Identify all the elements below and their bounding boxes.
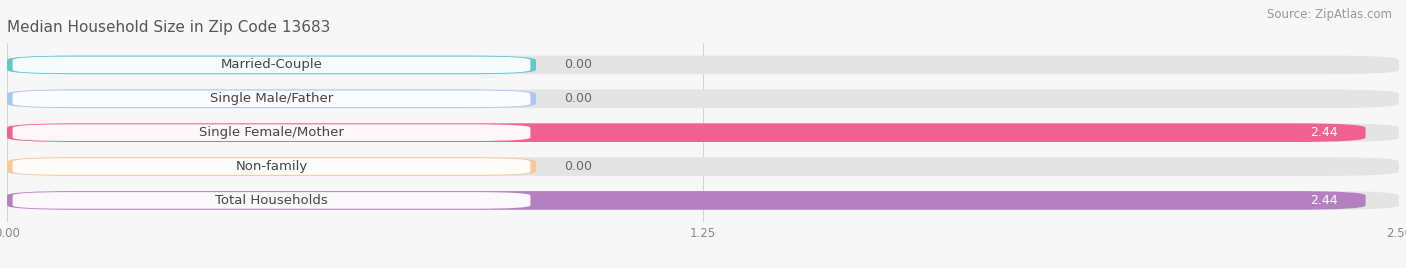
FancyBboxPatch shape (7, 191, 1399, 210)
FancyBboxPatch shape (7, 90, 1399, 108)
Text: Non-family: Non-family (235, 160, 308, 173)
FancyBboxPatch shape (7, 191, 1365, 210)
FancyBboxPatch shape (7, 123, 1399, 142)
FancyBboxPatch shape (7, 157, 536, 176)
FancyBboxPatch shape (13, 91, 530, 107)
FancyBboxPatch shape (7, 90, 536, 108)
Text: Married-Couple: Married-Couple (221, 58, 322, 71)
FancyBboxPatch shape (13, 124, 530, 141)
FancyBboxPatch shape (7, 123, 1365, 142)
Text: Single Female/Mother: Single Female/Mother (200, 126, 344, 139)
Text: Median Household Size in Zip Code 13683: Median Household Size in Zip Code 13683 (7, 20, 330, 35)
FancyBboxPatch shape (7, 157, 1399, 176)
Text: 0.00: 0.00 (564, 58, 592, 71)
Text: Source: ZipAtlas.com: Source: ZipAtlas.com (1267, 8, 1392, 21)
Text: 2.44: 2.44 (1310, 194, 1337, 207)
FancyBboxPatch shape (13, 192, 530, 209)
Text: Total Households: Total Households (215, 194, 328, 207)
FancyBboxPatch shape (7, 55, 536, 74)
Text: 0.00: 0.00 (564, 160, 592, 173)
Text: Single Male/Father: Single Male/Father (209, 92, 333, 105)
Text: 0.00: 0.00 (564, 92, 592, 105)
FancyBboxPatch shape (7, 55, 1399, 74)
FancyBboxPatch shape (13, 57, 530, 73)
FancyBboxPatch shape (13, 158, 530, 175)
Text: 2.44: 2.44 (1310, 126, 1337, 139)
